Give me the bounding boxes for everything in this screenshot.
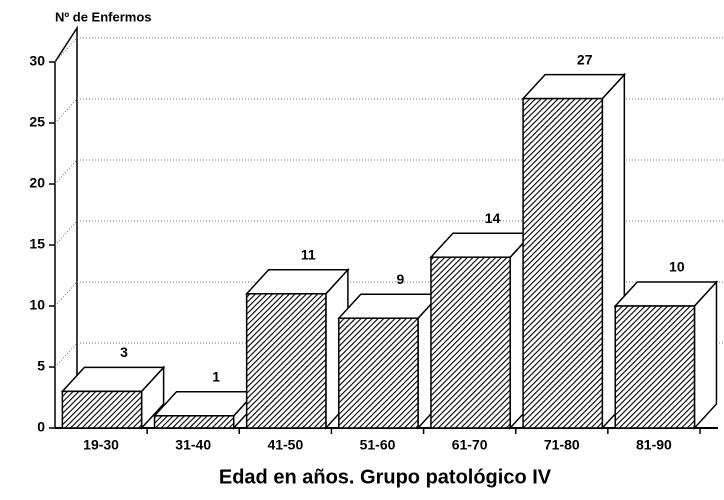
bar — [430, 256, 511, 429]
bar — [153, 415, 235, 429]
bar — [245, 293, 327, 429]
grid-line — [54, 220, 78, 246]
x-tick-label: 61-70 — [452, 437, 488, 453]
y-tick-label: 30 — [29, 53, 45, 69]
x-tick-label: 51-60 — [360, 437, 396, 453]
bar-side — [693, 280, 718, 430]
x-axis-label: Edad en años. Grupo patológico IV — [219, 466, 552, 488]
value-label: 14 — [485, 210, 501, 226]
bar — [338, 317, 419, 429]
grid-line — [54, 342, 78, 368]
grid-line — [54, 98, 78, 124]
x-tick-label: 31-40 — [175, 437, 211, 453]
value-label: 11 — [301, 247, 316, 263]
x-tick-label: 71-80 — [544, 437, 580, 453]
grid-line — [54, 37, 78, 63]
value-label: 9 — [397, 271, 405, 287]
grid-line — [54, 159, 78, 185]
value-label: 3 — [120, 344, 128, 360]
bar — [522, 97, 604, 429]
bar — [61, 390, 143, 429]
y-tick-label: 0 — [37, 419, 45, 435]
bar — [614, 305, 696, 429]
y-tick-label: 10 — [29, 297, 45, 313]
value-label: 1 — [212, 369, 220, 385]
value-label: 27 — [577, 51, 593, 67]
y-tick-label: 25 — [29, 114, 45, 130]
left-wall — [54, 25, 78, 428]
y-tick-label: 20 — [29, 175, 45, 191]
y-tick-label: 15 — [29, 236, 45, 252]
x-tick-label: 19-30 — [83, 437, 119, 453]
y-axis-label: Nº de Enfermos — [55, 9, 152, 24]
x-tick-label: 81-90 — [636, 437, 672, 453]
grid-line — [54, 281, 78, 307]
y-tick-label: 5 — [37, 358, 45, 374]
x-tick-label: 41-50 — [267, 437, 303, 453]
value-label: 10 — [669, 259, 685, 275]
